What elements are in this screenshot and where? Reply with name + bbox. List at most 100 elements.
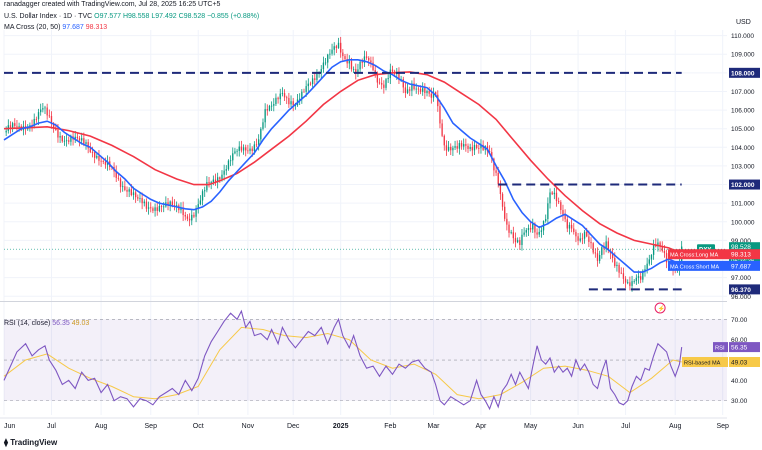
candle-body — [270, 105, 273, 107]
candle-body — [344, 56, 346, 60]
ma-legend[interactable]: MA Cross (20, 50) 97.687 98.313 — [4, 24, 107, 31]
candle-body — [346, 59, 348, 64]
candle-body — [521, 234, 523, 245]
candle-body — [167, 202, 169, 206]
candle-body — [337, 42, 340, 48]
candle-body — [260, 128, 262, 140]
candle-body — [352, 69, 355, 70]
candle-body — [545, 219, 547, 222]
candle-body — [497, 172, 499, 185]
candle-body — [143, 201, 145, 204]
ma-short-line[interactable] — [3, 59, 683, 273]
candle-body — [134, 192, 137, 198]
rsi-axis-value: 56.35 — [731, 345, 748, 352]
candle-body — [450, 146, 452, 151]
candle-body — [570, 224, 573, 229]
ma-long-line[interactable] — [3, 71, 683, 255]
candle-body — [44, 107, 46, 109]
candle-body — [406, 89, 409, 93]
candle-body — [247, 150, 249, 152]
candle-body — [199, 200, 202, 205]
ohlc-open: O97.577 — [94, 13, 121, 20]
candle-body — [204, 190, 206, 192]
tradingview-logo: ⧫ TradingView — [4, 438, 57, 447]
candle-body — [430, 93, 432, 98]
candle-body — [68, 140, 70, 142]
candle-body — [191, 214, 193, 221]
rsi-legend[interactable]: RSI (14, close) 56.35 49.03 — [4, 320, 89, 327]
candle-body — [76, 136, 79, 139]
candle-body — [145, 201, 148, 209]
candle-body — [175, 205, 178, 207]
candle-body — [631, 281, 633, 286]
candle-body — [307, 83, 309, 87]
candle-body — [158, 206, 161, 211]
ma-short-value: 97.687 — [62, 24, 84, 31]
level-label: 96.370 — [731, 287, 751, 294]
candle-body — [512, 232, 515, 239]
candle-body — [564, 214, 566, 220]
candle-body — [122, 186, 124, 188]
rsi-y-tick-label: 40.00 — [731, 378, 748, 385]
candle-body — [249, 148, 251, 151]
candle-body — [553, 192, 556, 195]
candle-body — [409, 89, 411, 91]
candle-body — [126, 190, 128, 192]
candle-body — [277, 97, 279, 100]
candle-body — [152, 208, 154, 211]
credit-line: ranadagger created with TradingView.com,… — [4, 1, 221, 8]
candle-body — [629, 282, 631, 286]
ohlc-low: L97.492 — [151, 13, 177, 20]
candle-body — [335, 46, 338, 48]
candle-body — [14, 123, 16, 126]
candle-body — [398, 73, 400, 80]
candle-body — [596, 253, 599, 261]
candle-body — [255, 144, 258, 146]
symbol-name[interactable]: U.S. Dollar Index · 1D · TVC — [4, 13, 93, 20]
y-tick-label: 99.000 — [731, 238, 751, 245]
candle-body — [100, 160, 102, 162]
candle-body — [197, 204, 199, 209]
candle-body — [557, 201, 560, 203]
candle-body — [519, 240, 521, 245]
candle-body — [238, 146, 240, 151]
candle-body — [510, 232, 512, 234]
candle-body — [601, 247, 603, 256]
candle-body — [465, 144, 467, 146]
candle-body — [210, 182, 212, 184]
candle-body — [381, 83, 383, 85]
candle-body — [283, 93, 286, 98]
candle-body — [560, 202, 562, 211]
candle-body — [549, 192, 551, 204]
candle-body — [37, 112, 40, 120]
y-tick-label: 104.000 — [731, 145, 755, 152]
rsi-ma-tag-bg — [682, 356, 728, 367]
candle-body — [279, 93, 281, 100]
level-label-bg — [729, 179, 760, 190]
candle-body — [195, 208, 197, 217]
event-marker-icon[interactable] — [654, 302, 666, 314]
candle-body — [46, 107, 48, 116]
candle-body — [374, 70, 376, 73]
candle-body — [137, 197, 139, 199]
candle-body — [52, 123, 55, 128]
candle-body — [635, 277, 638, 282]
candle-body — [74, 136, 76, 140]
candle-body — [150, 207, 152, 209]
y-tick-label: 107.000 — [731, 89, 755, 96]
candle-body — [314, 78, 316, 80]
candle-body — [253, 144, 256, 151]
x-tick-label: Jul — [621, 423, 630, 430]
candle-body — [583, 231, 586, 239]
candle-body — [493, 158, 495, 171]
candle-body — [627, 282, 629, 284]
candle-body — [417, 88, 420, 90]
rsi-axis-bg — [729, 342, 760, 353]
candle-body — [534, 223, 536, 233]
rsi-line[interactable] — [3, 309, 683, 411]
x-tick-label: Jul — [47, 423, 56, 430]
candle-body — [387, 78, 389, 80]
y-tick-label: 101.000 — [731, 201, 755, 208]
candle-body — [527, 228, 530, 231]
